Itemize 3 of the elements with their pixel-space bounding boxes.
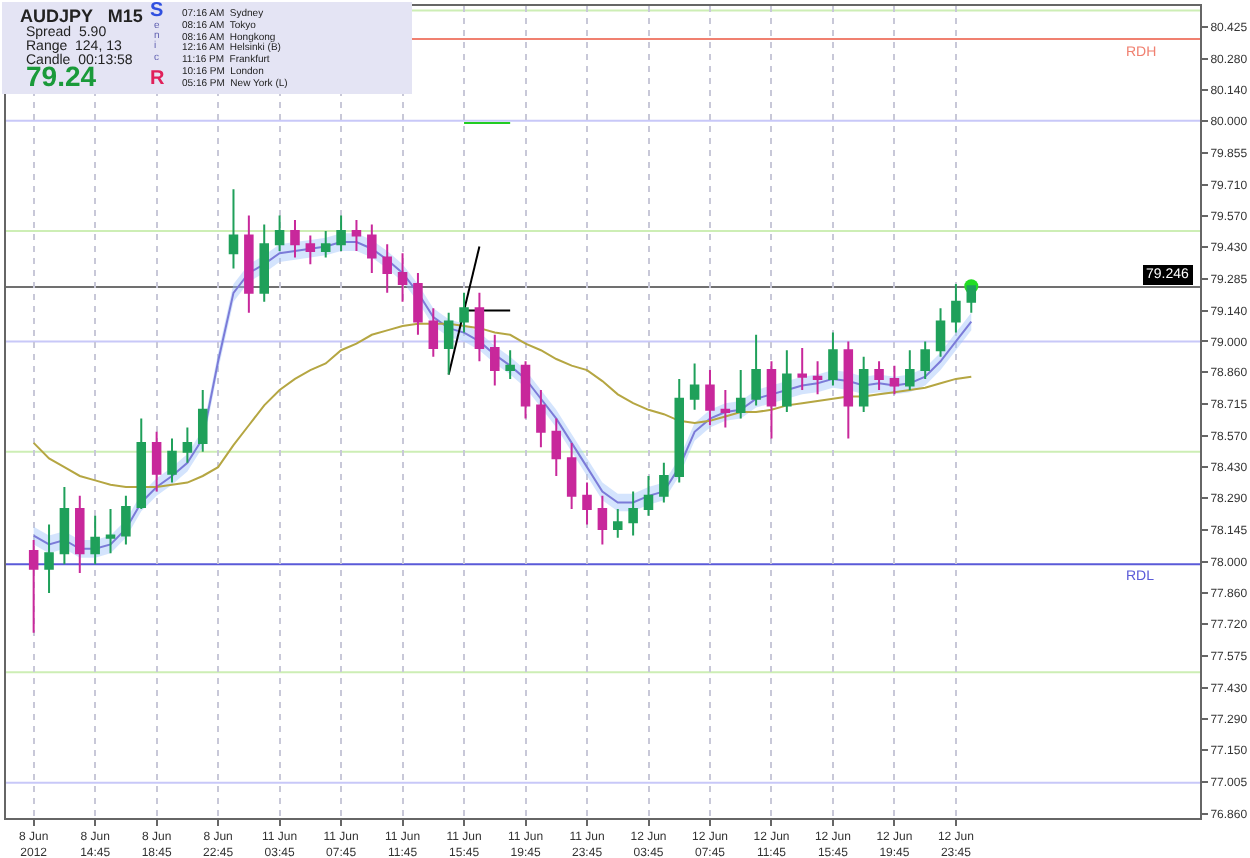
annotation: S [150,0,164,22]
annotation: R [150,68,165,90]
annotation: AUDJPY M15 [20,6,143,26]
